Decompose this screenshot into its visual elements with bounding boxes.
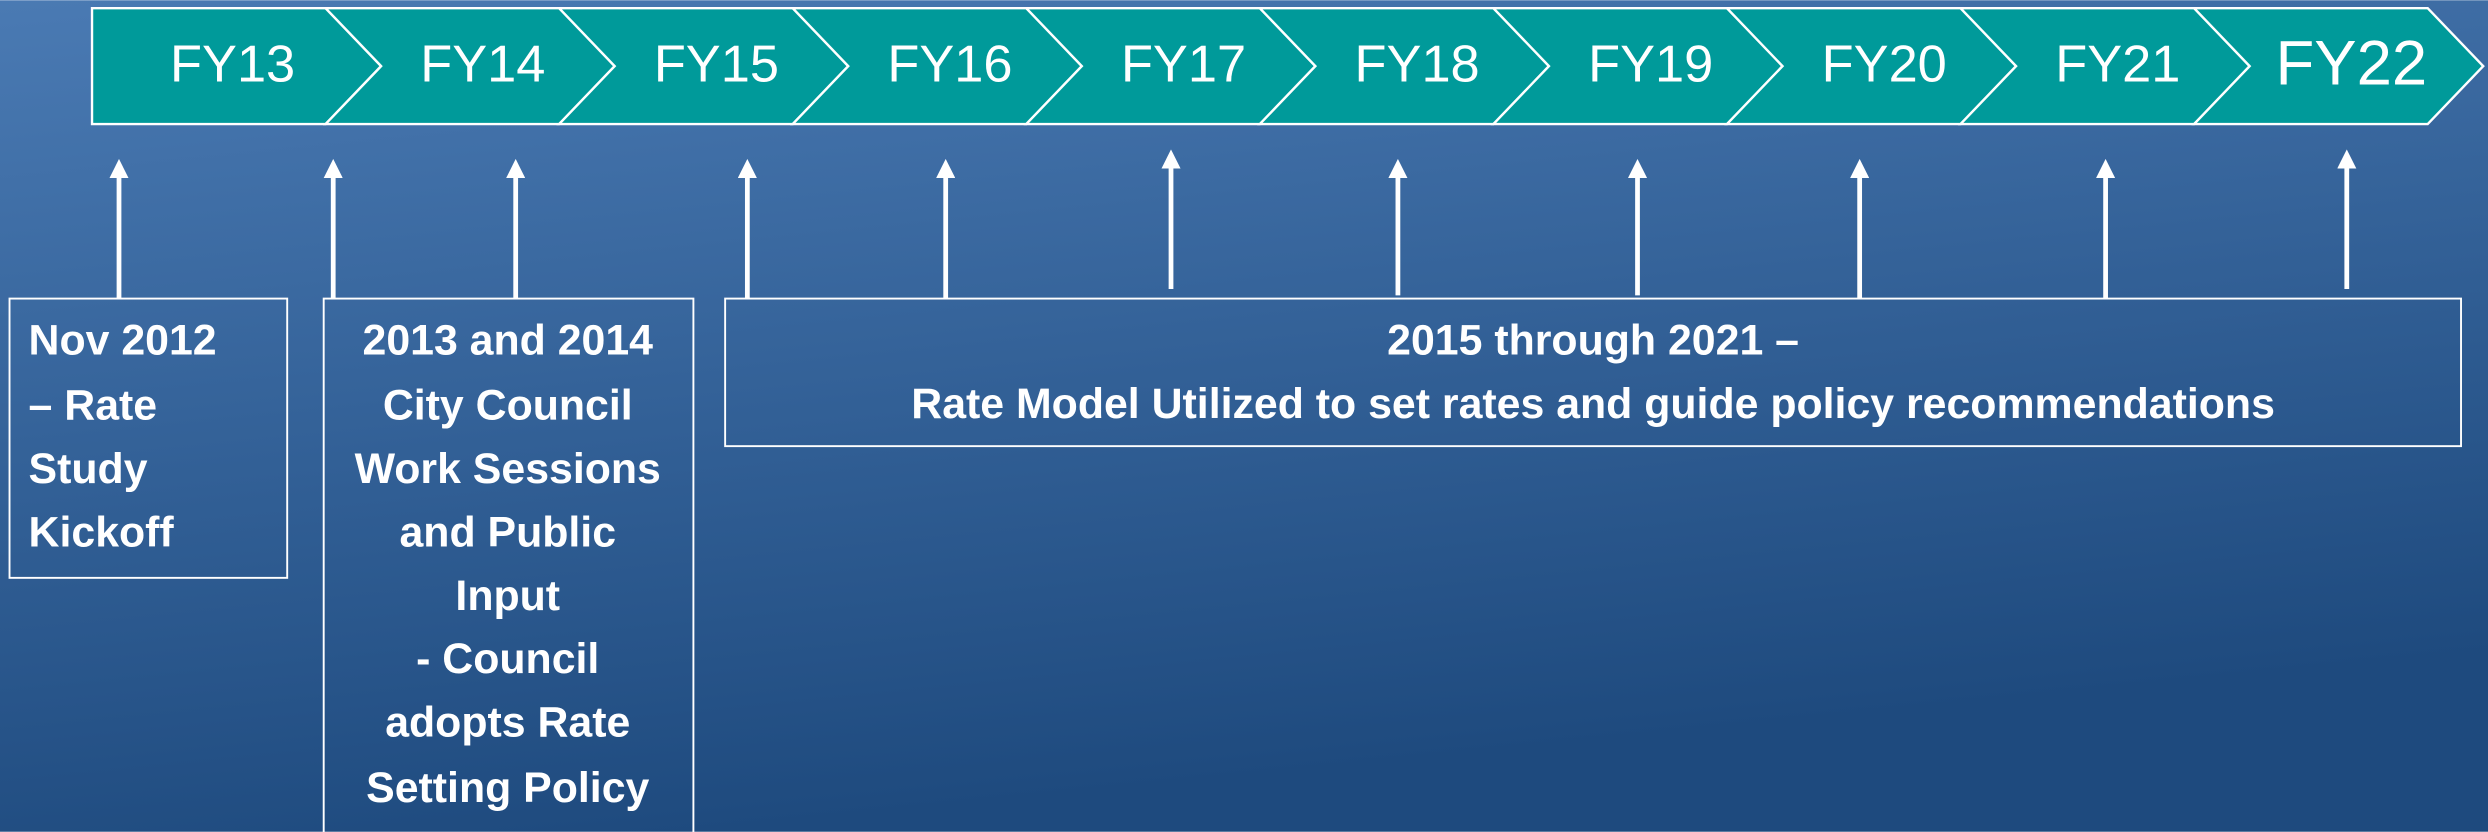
box-text: Work Sessions: [355, 445, 661, 493]
year-label: FY22: [2276, 28, 2428, 98]
text-box: [8, 297, 289, 579]
year-label: FY13: [170, 36, 295, 94]
box-text: Study: [29, 445, 148, 493]
year-label: FY14: [420, 36, 545, 94]
year-label: FY20: [1822, 36, 1947, 94]
box-text: Nov 2012: [29, 316, 217, 364]
box-text: - Council: [416, 635, 599, 683]
chevron: [2191, 7, 2485, 126]
box-text: 2015 through 2021 –: [1387, 316, 1799, 364]
box-text: Kickoff: [29, 508, 175, 556]
year-label: FY18: [1355, 36, 1480, 94]
text-box: [322, 297, 695, 832]
boxes: Nov 2012 – Rate Study Kickoff 2013 and 2014 C…: [8, 297, 2462, 832]
year-label: FY17: [1121, 36, 1246, 94]
year-label: FY16: [887, 36, 1012, 94]
year-label: FY19: [1588, 36, 1713, 94]
box-text: and Public: [399, 508, 616, 556]
year-chevrons: FY13 FY14 FY15 FY16 FY17 FY18 FY19 FY20 FY21 FY22: [90, 7, 2485, 126]
box-text: City Council: [383, 381, 633, 429]
box-text: Input: [455, 572, 560, 620]
box-text: 2013 and 2014: [363, 316, 654, 364]
arrows: [109, 149, 2357, 299]
year-label: FY21: [2055, 36, 2180, 94]
box-text: Setting Policy: [366, 764, 649, 812]
text-box: [724, 297, 2462, 448]
box-text: – Rate: [29, 381, 158, 429]
box-text: Rate Model Utilized to set rates and gui…: [911, 380, 2275, 428]
box-text: adopts Rate: [385, 699, 630, 747]
year-label: FY15: [654, 36, 779, 94]
